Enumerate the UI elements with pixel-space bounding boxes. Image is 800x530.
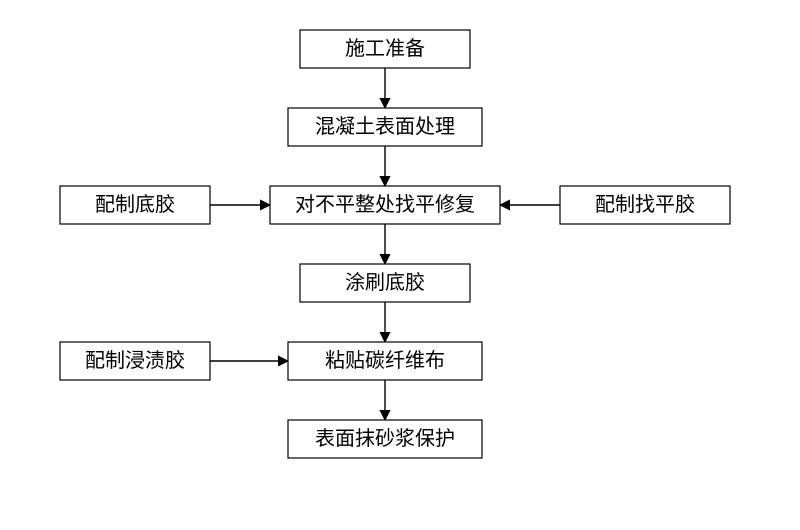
node-n2: 混凝土表面处理 — [288, 108, 482, 146]
node-s2-label: 配制找平胶 — [595, 193, 695, 216]
node-n3-label: 对不平整处找平修复 — [295, 193, 475, 216]
node-n6: 表面抹砂浆保护 — [288, 420, 482, 458]
node-s1-label: 配制底胶 — [95, 193, 175, 216]
node-s1: 配制底胶 — [60, 186, 210, 224]
node-n3: 对不平整处找平修复 — [270, 186, 500, 224]
node-n4-label: 涂刷底胶 — [345, 271, 425, 294]
node-s3-label: 配制浸渍胶 — [85, 349, 185, 372]
node-s2: 配制找平胶 — [560, 186, 730, 224]
node-n6-label: 表面抹砂浆保护 — [315, 427, 455, 450]
node-n5-label: 粘贴碳纤维布 — [325, 349, 445, 372]
node-n5: 粘贴碳纤维布 — [288, 342, 482, 380]
node-n1: 施工准备 — [300, 30, 470, 68]
node-s3: 配制浸渍胶 — [60, 342, 210, 380]
node-n4: 涂刷底胶 — [300, 264, 470, 302]
flowchart: 施工准备 混凝土表面处理 对不平整处找平修复 涂刷底胶 粘贴碳纤维布 表面抹砂浆… — [0, 0, 800, 530]
node-n2-label: 混凝土表面处理 — [315, 115, 455, 138]
node-n1-label: 施工准备 — [345, 37, 425, 60]
